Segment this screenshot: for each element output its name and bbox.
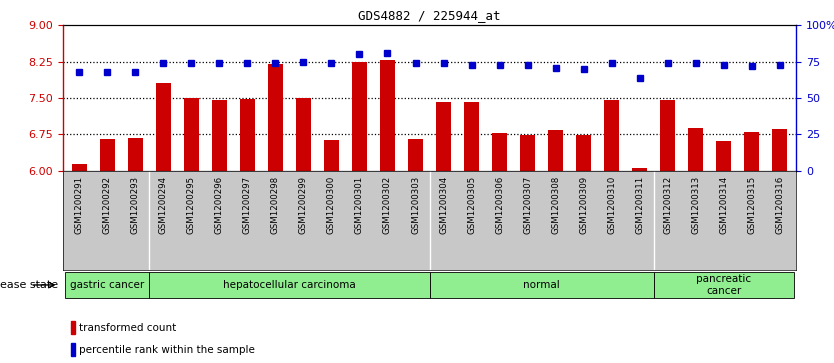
FancyBboxPatch shape: [65, 272, 149, 298]
Bar: [408, 139, 423, 171]
Bar: [492, 133, 507, 171]
Text: GSM1200302: GSM1200302: [383, 176, 392, 234]
Bar: [688, 128, 703, 171]
Bar: [183, 98, 199, 171]
Text: GSM1200293: GSM1200293: [131, 176, 140, 234]
Bar: [212, 101, 227, 171]
Text: GSM1200312: GSM1200312: [663, 176, 672, 234]
Bar: [575, 135, 591, 171]
Text: GSM1200314: GSM1200314: [719, 176, 728, 234]
Text: GSM1200296: GSM1200296: [215, 176, 224, 234]
Bar: [436, 102, 451, 171]
Bar: [548, 130, 563, 171]
Text: GSM1200292: GSM1200292: [103, 176, 112, 234]
Text: GSM1200316: GSM1200316: [775, 176, 784, 234]
Bar: [772, 130, 787, 171]
Bar: [604, 101, 620, 171]
Bar: [268, 64, 284, 171]
FancyBboxPatch shape: [654, 272, 794, 298]
Text: GSM1200291: GSM1200291: [75, 176, 84, 234]
Bar: [296, 98, 311, 171]
Text: disease state: disease state: [0, 280, 58, 290]
Text: percentile rank within the sample: percentile rank within the sample: [79, 344, 255, 355]
Bar: [520, 135, 535, 171]
Bar: [156, 83, 171, 171]
Bar: [379, 60, 395, 171]
Text: GDS4882 / 225944_at: GDS4882 / 225944_at: [359, 9, 500, 22]
Text: GSM1200313: GSM1200313: [691, 176, 700, 234]
Text: GSM1200297: GSM1200297: [243, 176, 252, 234]
Bar: [128, 138, 143, 171]
Text: GSM1200309: GSM1200309: [579, 176, 588, 234]
Text: gastric cancer: gastric cancer: [70, 280, 144, 290]
Text: GSM1200315: GSM1200315: [747, 176, 756, 234]
Bar: [464, 102, 480, 171]
Text: GSM1200294: GSM1200294: [159, 176, 168, 234]
Bar: [744, 132, 759, 171]
Text: GSM1200300: GSM1200300: [327, 176, 336, 234]
Text: GSM1200307: GSM1200307: [523, 176, 532, 234]
FancyBboxPatch shape: [149, 272, 430, 298]
Text: GSM1200306: GSM1200306: [495, 176, 504, 234]
Text: pancreatic
cancer: pancreatic cancer: [696, 274, 751, 296]
Text: GSM1200304: GSM1200304: [439, 176, 448, 234]
Text: hepatocellular carcinoma: hepatocellular carcinoma: [223, 280, 356, 290]
Text: GSM1200310: GSM1200310: [607, 176, 616, 234]
Text: GSM1200305: GSM1200305: [467, 176, 476, 234]
Text: GSM1200298: GSM1200298: [271, 176, 280, 234]
Bar: [100, 139, 115, 171]
Text: GSM1200295: GSM1200295: [187, 176, 196, 234]
Text: transformed count: transformed count: [79, 323, 177, 333]
Bar: [352, 62, 367, 171]
Bar: [716, 140, 731, 171]
Bar: [324, 140, 339, 171]
Text: normal: normal: [523, 280, 560, 290]
Text: GSM1200303: GSM1200303: [411, 176, 420, 234]
FancyBboxPatch shape: [430, 272, 654, 298]
Bar: [632, 168, 647, 171]
Text: GSM1200311: GSM1200311: [636, 176, 644, 234]
Bar: [72, 164, 87, 171]
Text: GSM1200301: GSM1200301: [355, 176, 364, 234]
Text: GSM1200308: GSM1200308: [551, 176, 560, 234]
Bar: [239, 99, 255, 171]
Text: GSM1200299: GSM1200299: [299, 176, 308, 234]
Bar: [660, 101, 676, 171]
